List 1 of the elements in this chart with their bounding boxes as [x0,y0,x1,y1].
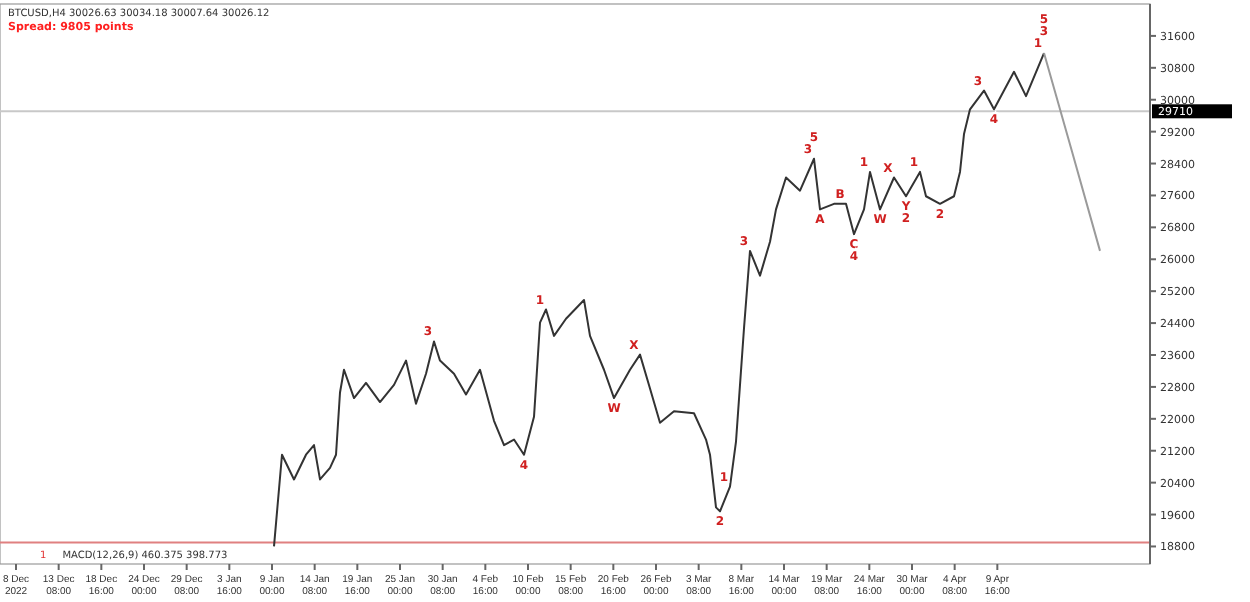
line-series [273,52,1045,548]
